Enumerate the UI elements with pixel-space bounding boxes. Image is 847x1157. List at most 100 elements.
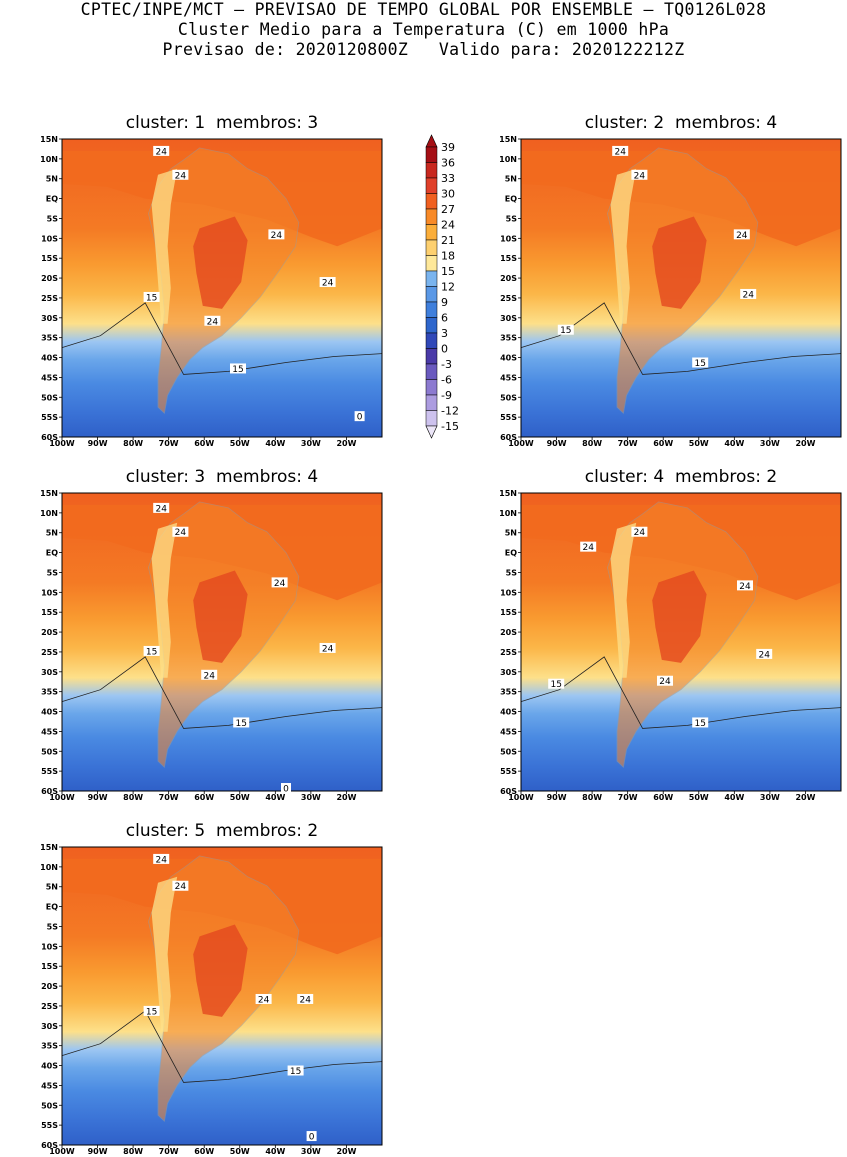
contour-label-box [172,880,189,891]
lon-tick-label: 90W [88,1147,108,1156]
contour-label: 24 [155,147,167,157]
contour-label-box [287,1065,304,1076]
lat-tick-label: 40S [500,354,517,363]
panel-title-4: cluster: 4 membros: 2 [584,467,778,487]
colorbar-swatch [425,301,438,318]
lon-tick-label: 80W [123,1147,143,1156]
colorbar-swatch [425,363,438,380]
lat-tick-label: 45S [41,373,58,382]
header-line-3: Previsao de: 2020120800Z Valido para: 20… [162,40,685,59]
lat-tick-label: EQ [46,903,58,912]
lat-tick-label: 55S [500,413,517,422]
map-panel-5: 15N 10N 5N EQ 5S 10S 15S 20S 25S 30S 35S 40S 45S 50S 5… [40,843,383,1156]
lon-tick-label: 20W [795,439,815,448]
lat-tick-label: 25S [500,294,517,303]
lon-tick-label: 70W [159,793,179,802]
panel-title-1: cluster: 1 membros: 3 [125,113,319,133]
lat-tick-label: 15S [500,608,517,617]
lat-tick-label: 15N [40,843,58,852]
contour-label-box [306,1131,317,1142]
colorbar-swatch [425,146,438,163]
contour-label-box [153,853,170,864]
contour-label-box [172,526,189,537]
lon-tick-label: 100W [49,793,75,802]
contour-label-box [143,291,160,302]
contour-label: 24 [271,231,283,241]
lon-tick-label: 40W [724,439,744,448]
contour-label: 24 [203,671,215,681]
lat-tick-label: 10S [500,588,517,597]
lon-tick-label: 100W [49,439,75,448]
header-line-2: Cluster Medio para a Temperatura (C) em … [177,20,670,39]
lon-tick-label: 80W [582,439,602,448]
colorbar-label: 3 [441,327,448,340]
colorbar-label: -15 [441,420,459,433]
lon-tick-label: 70W [618,793,638,802]
lon-tick-label: 20W [795,793,815,802]
colorbar-swatch [425,348,438,365]
contour-label-box [153,502,170,513]
lon-tick-label: 20W [336,439,356,448]
colorbar-label: 33 [441,172,455,185]
lat-tick-label: 5N [46,175,58,184]
lat-tick-label: EQ [505,549,517,558]
lat-tick-label: 60S [500,787,517,796]
colorbar-swatch [425,286,438,303]
lon-tick-label: 40W [265,1147,285,1156]
lat-tick-label: 10S [41,234,58,243]
lat-tick-label: 10N [40,509,58,518]
contour-label-box [281,783,291,794]
contour-label-box [297,993,314,1004]
lat-tick-label: 5S [506,568,518,577]
lat-tick-label: 45S [41,1081,58,1090]
contour-label: 15 [560,326,571,336]
andes-band [610,522,637,678]
colorbar-swatch [425,410,438,427]
lat-tick-label: 50S [500,393,517,402]
lat-tick-label: 15N [40,489,58,498]
contour-line [520,302,842,375]
contour-label: 15 [694,719,705,729]
lat-tick-label: 40S [41,1062,58,1071]
lon-tick-label: 40W [265,793,285,802]
lat-tick-label: 10S [500,234,517,243]
lat-tick-label: 20S [41,628,58,637]
contour-label: 15 [146,1007,157,1017]
contour-label-box [631,526,648,537]
contour-label-box [580,541,597,552]
lat-tick-label: 20S [41,982,58,991]
lat-tick-label: 5S [506,214,518,223]
contour-label: 24 [175,882,187,892]
lon-tick-label: 80W [123,793,143,802]
lat-tick-label: 60S [41,433,58,442]
lat-tick-label: 5N [505,529,517,538]
lon-tick-label: 100W [49,1147,75,1156]
lon-tick-label: 70W [159,1147,179,1156]
lon-tick-label: 50W [230,1147,250,1156]
colorbar-top-arrow [425,134,438,148]
lat-tick-label: 10S [41,942,58,951]
lat-tick-label: 5S [47,568,59,577]
lat-tick-label: 15S [500,254,517,263]
contour-label: 24 [175,528,187,538]
panel-frame [61,138,383,438]
contour-label-box [548,678,565,689]
contour-label: 0 [283,785,289,795]
colorbar-label: 0 [441,343,448,356]
contour-label: 15 [235,719,246,729]
colorbar-swatch [425,162,438,179]
lat-tick-label: 20S [500,628,517,637]
contour-label: 0 [357,413,363,423]
contour-label: 24 [322,279,334,289]
colorbar-swatch [425,379,438,396]
lat-tick-label: 30S [41,314,58,323]
andes-band [610,168,637,324]
lat-tick-label: 30S [41,1022,58,1031]
contour-label: 24 [634,171,646,181]
lat-tick-label: 15S [41,254,58,263]
colorbar-label: 9 [441,296,448,309]
lon-tick-label: 60W [194,439,214,448]
contour-label: 24 [742,290,754,300]
lon-tick-label: 90W [88,439,108,448]
